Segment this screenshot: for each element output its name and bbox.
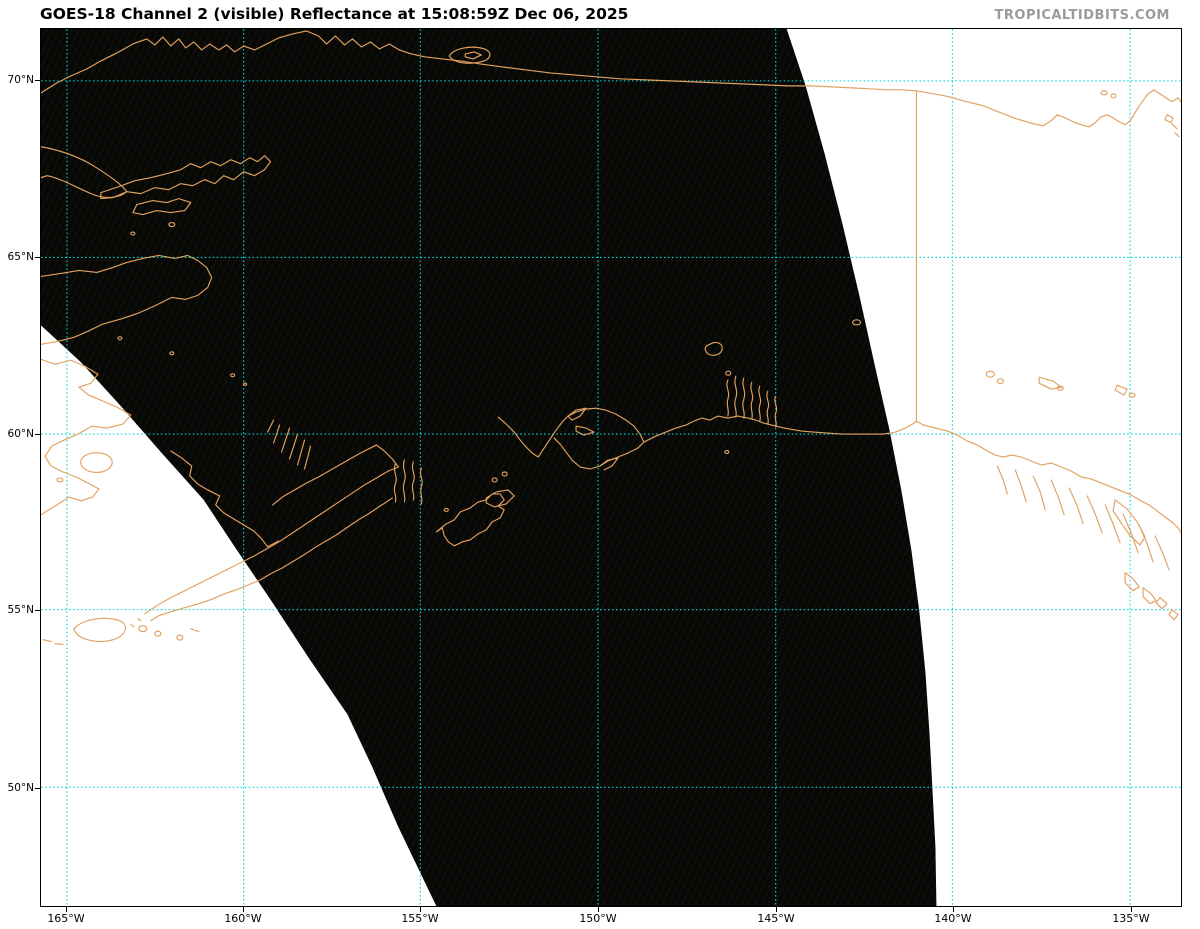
coastline-alaska-peninsula-north	[144, 444, 399, 615]
kuskokwim-river-streaks	[267, 419, 312, 470]
lon-tick-mark	[597, 907, 599, 912]
lat-tick-mark	[35, 609, 40, 611]
coastlines-layer	[41, 30, 1181, 646]
lon-tick-mark	[242, 907, 244, 912]
coastline-arctic-lagoon	[448, 46, 491, 64]
lon-tick-label: 160°W	[224, 912, 262, 925]
lon-tick-mark	[1130, 907, 1132, 912]
interior-lakes-islands	[985, 370, 1136, 398]
coastline-alaska-peninsula-south	[150, 497, 393, 622]
lon-tick-mark	[952, 907, 954, 912]
lon-tick-label: 135°W	[1112, 912, 1150, 925]
lon-tick-label: 155°W	[401, 912, 439, 925]
map-canvas	[41, 29, 1181, 906]
coastline-yukon-delta	[41, 358, 132, 516]
island-kodiak	[435, 471, 515, 547]
lon-tick-mark	[65, 907, 67, 912]
lon-tick-mark	[419, 907, 421, 912]
lon-tick-label: 165°W	[47, 912, 85, 925]
gridlines-layer	[41, 29, 1181, 906]
lat-tick-label: 60°N	[7, 428, 34, 440]
lon-tick-label: 150°W	[579, 912, 617, 925]
lon-tick-mark	[775, 907, 777, 912]
island-unimak-aleutians	[42, 617, 200, 646]
panhandle-islands	[1112, 499, 1179, 621]
coastline-kotzebue	[100, 155, 272, 228]
misc-islets	[56, 231, 248, 483]
panhandle-fjords	[996, 465, 1170, 571]
lat-tick-mark	[35, 433, 40, 435]
coastline-kuskokwim-bay	[170, 450, 280, 548]
kenai-fjord-details	[567, 407, 619, 471]
lat-tick-label: 55°N	[7, 604, 34, 616]
pws-fjords	[726, 375, 778, 428]
lat-tick-label: 65°N	[7, 251, 34, 263]
lon-tick-label: 140°W	[934, 912, 972, 925]
lat-tick-label: 50°N	[7, 782, 34, 794]
satellite-swath	[41, 29, 937, 906]
coastline-seward-peninsula	[41, 254, 213, 345]
arctic-islets	[1100, 90, 1180, 138]
tikchik-lakes	[393, 459, 423, 505]
island-nunivak	[80, 452, 113, 473]
gulf-islands	[704, 319, 862, 455]
coastline-southeast-panhandle	[915, 420, 1181, 534]
lat-tick-mark	[35, 79, 40, 81]
coastline-cook-inlet	[497, 407, 645, 470]
map-frame	[40, 28, 1182, 907]
watermark: TROPICALTIDBITS.COM	[994, 8, 1170, 23]
page-title: GOES-18 Channel 2 (visible) Reflectance …	[40, 5, 629, 23]
coastline-arctic	[41, 30, 1181, 128]
lon-tick-label: 145°W	[757, 912, 795, 925]
lat-tick-mark	[35, 256, 40, 258]
lat-tick-label: 70°N	[7, 74, 34, 86]
lat-tick-mark	[35, 787, 40, 789]
